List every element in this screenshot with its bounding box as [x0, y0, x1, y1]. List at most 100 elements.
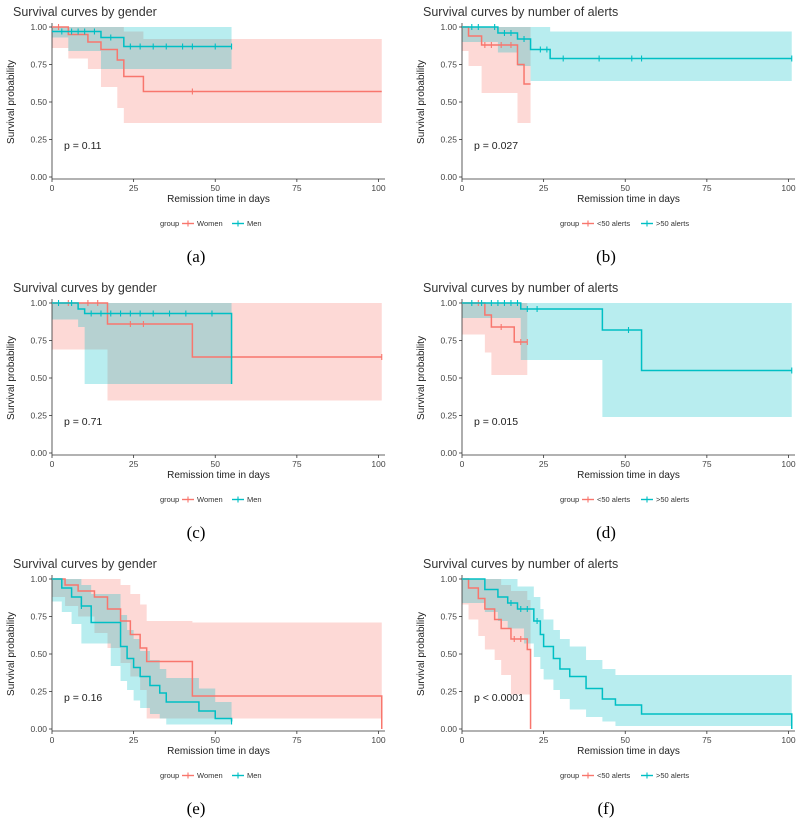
x-tick-label: 0 [50, 183, 55, 193]
y-tick-label: 0.75 [30, 612, 47, 622]
y-tick-label: 1.00 [30, 22, 47, 32]
chart-svg: Survival curves by number of alerts0.000… [416, 557, 796, 780]
y-tick-label: 0.25 [440, 135, 457, 145]
y-tick-label: 0.00 [440, 448, 457, 458]
confidence-band-group-2 [462, 303, 792, 417]
p-value-label: p = 0.11 [64, 140, 102, 152]
legend-key-group-1 [582, 220, 594, 227]
chart-svg: Survival curves by gender 0.00 0.25 0.50 0.7… [6, 557, 386, 780]
legend-key-group-2 [232, 496, 244, 503]
legend-title: group [560, 495, 579, 504]
x-tick-label: 25 [129, 183, 139, 193]
y-axis-title: Survival probability [6, 612, 17, 696]
y-tick-label: 0.00 [30, 172, 47, 182]
chart-title: Survival curves by number of alerts [423, 557, 618, 571]
confidence-band-group-2 [52, 27, 232, 69]
legend-key-group-2 [232, 220, 244, 227]
chart-svg: Survival curves by number of alerts0.000… [416, 5, 796, 228]
confidence-band-group-1 [52, 579, 382, 719]
p-value-label: p = 0.16 [64, 692, 102, 704]
y-tick-label: 0.75 [440, 612, 457, 622]
x-tick-label: 25 [539, 183, 549, 193]
legend-key-group-2 [232, 772, 244, 779]
p-value-label: p = 0.015 [474, 416, 518, 428]
x-tick-label: 75 [702, 183, 712, 193]
legend-key-group-2 [641, 220, 653, 227]
y-tick-label: 0.50 [30, 97, 47, 107]
confidence-band-group-1 [462, 303, 528, 375]
survival-curve-group-2 [462, 578, 793, 729]
confidence-band-group-1 [462, 579, 531, 695]
chart-panel-c: Survival curves by gender 0.00 0.25 0.50 0.7… [0, 276, 390, 552]
chart-title: Survival curves by number of alerts [423, 5, 618, 19]
legend-label-group-2: Men [247, 771, 262, 780]
p-value-label: p = 0.027 [474, 140, 518, 152]
p-value-label: p = 0.71 [64, 416, 102, 428]
y-tick-label: 0.75 [440, 336, 457, 346]
chart-panel-d: Survival curves by number of alerts 0.00 0… [410, 276, 798, 552]
y-tick-label: 1.00 [30, 574, 47, 584]
confidence-band-group-2 [462, 27, 792, 81]
chart-panel-b: Survival curves by number of alerts 0.00 0… [410, 0, 798, 276]
survival-curve-group-2 [462, 302, 792, 372]
legend-title: group [160, 495, 179, 504]
y-tick-label: 0.25 [440, 687, 457, 697]
chart-panel-f: Survival curves by number of alerts 0.00 0… [410, 552, 798, 828]
legend-title: group [160, 219, 179, 228]
survival-curve-group-1 [462, 302, 528, 343]
confidence-band-group-1 [52, 303, 382, 401]
y-tick-label: 0.00 [30, 448, 47, 458]
survival-curve-group-1 [52, 578, 383, 729]
x-tick-label: 25 [539, 459, 549, 469]
y-tick-label: 0.00 [30, 724, 47, 734]
y-tick-label: 0.25 [30, 411, 47, 421]
legend-label-group-2: >50 alerts [656, 771, 689, 780]
y-tick-label: 0.75 [30, 60, 47, 70]
legend: group Women Men [160, 771, 262, 780]
survival-curve-group-1 [462, 578, 532, 729]
legend-key-group-1 [582, 496, 594, 503]
y-tick-label: 0.50 [30, 649, 47, 659]
y-tick-label: 1.00 [440, 574, 457, 584]
x-tick-label: 50 [621, 183, 631, 193]
x-tick-label: 75 [292, 459, 302, 469]
legend-title: group [560, 219, 579, 228]
x-tick-label: 50 [211, 183, 221, 193]
y-tick-label: 0.75 [440, 60, 457, 70]
legend: group <50 alerts >50 alerts [560, 495, 689, 504]
caption-f: (f) [597, 799, 615, 818]
x-tick-label: 75 [702, 459, 712, 469]
x-tick-label: 100 [371, 459, 385, 469]
x-tick-label: 0 [50, 459, 55, 469]
x-axis-title: Remission time in days [167, 746, 270, 757]
chart-svg: Survival curves by gender 0.00 0.25 0.50 0.7… [6, 281, 386, 504]
chart-title: Survival curves by gender [13, 281, 157, 295]
survival-curve-group-2 [52, 578, 233, 722]
x-tick-label: 75 [292, 735, 302, 745]
legend: group Women Men [160, 495, 262, 504]
x-axis-title: Remission time in days [577, 470, 680, 481]
legend: group Women Men [160, 219, 262, 228]
chart-svg: Survival curves by gender 0.00 0.25 0.50 0.7… [6, 5, 386, 228]
caption-c: (c) [186, 523, 206, 542]
legend-label-group-2: Men [247, 495, 262, 504]
confidence-band-group-2 [52, 579, 232, 725]
y-axis-title: Survival probability [416, 60, 427, 144]
confidence-band-group-1 [52, 27, 382, 123]
p-value-label: p < 0.0001 [474, 692, 524, 704]
chart-panel-e: Survival curves by gender 0.00 0.25 0.50 0.7… [0, 552, 390, 828]
survival-curve-group-2 [52, 30, 232, 48]
x-axis-title: Remission time in days [577, 746, 680, 757]
y-tick-label: 0.25 [440, 411, 457, 421]
legend-key-group-2 [641, 496, 653, 503]
y-axis-title: Survival probability [6, 60, 17, 144]
legend-label-group-2: >50 alerts [656, 495, 689, 504]
x-tick-label: 50 [621, 735, 631, 745]
survival-curve-group-1 [462, 26, 531, 85]
y-axis-title: Survival probability [416, 336, 427, 420]
legend-label-group-1: Women [197, 219, 223, 228]
x-tick-label: 75 [292, 183, 302, 193]
y-tick-label: 1.00 [440, 298, 457, 308]
caption-b: (b) [596, 247, 616, 266]
y-axis-title: Survival probability [6, 336, 17, 420]
